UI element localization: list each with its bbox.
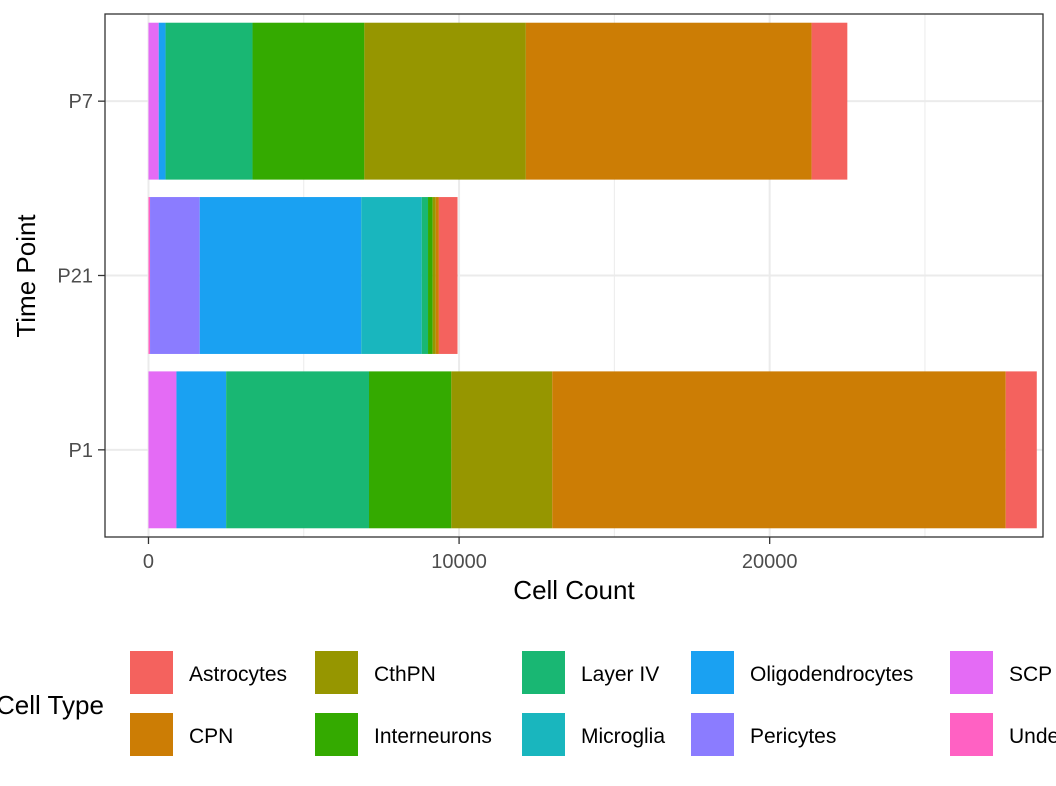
x-tick-label: 0 <box>143 551 154 573</box>
bar-segment-p21-microglia <box>361 197 422 354</box>
legend-key-cpn <box>130 713 173 756</box>
y-axis-title: Time Point <box>11 214 41 338</box>
legend-label: Astrocytes <box>189 663 287 686</box>
bar-segment-p7-scpn <box>148 22 159 180</box>
bar-segment-p1-scpn <box>148 371 177 529</box>
bar-segment-p21-layer-iv <box>421 197 429 354</box>
legend-key-interneurons <box>315 713 358 756</box>
bar-segment-p21-oligodendrocytes <box>199 197 362 354</box>
legend-label: Layer IV <box>581 663 659 686</box>
bar-segment-p7-cpn <box>525 22 812 180</box>
bar-segment-p1-interneurons <box>369 371 452 529</box>
y-tick-label: P1 <box>69 440 93 462</box>
bar-segment-p1-astrocytes <box>1005 371 1037 529</box>
legend-key-cthpn <box>315 651 358 694</box>
legend-label: Interneurons <box>374 725 492 748</box>
legend-key-layer-iv <box>522 651 565 694</box>
y-tick-label: P21 <box>57 266 93 288</box>
legend-key-astrocytes <box>130 651 173 694</box>
bar-segment-p7-interneurons <box>252 22 365 180</box>
y-tick-label: P7 <box>69 91 93 113</box>
bar-segment-p21-cpn <box>435 197 439 354</box>
legend-key-microglia <box>522 713 565 756</box>
bar-segment-p1-oligodendrocytes <box>176 371 227 529</box>
bars <box>148 22 1037 529</box>
bar-segment-p21-cthpn <box>432 197 436 354</box>
bar-segment-p21-pericytes <box>150 197 200 354</box>
legend-key-undefined <box>950 713 993 756</box>
bar-segment-p7-cthpn <box>364 22 526 180</box>
legend-label: Pericytes <box>750 725 836 748</box>
legend-key-pericytes <box>691 713 734 756</box>
legend-key-oligodendrocytes <box>691 651 734 694</box>
x-tick-label: 10000 <box>431 551 487 573</box>
bar-segment-p7-astrocytes <box>811 22 848 180</box>
bar-segment-p1-layer-iv <box>226 371 370 529</box>
bar-segment-p7-oligodendrocytes <box>158 22 166 180</box>
bar-segment-p21-interneurons <box>428 197 433 354</box>
legend: Astrocytes CPN CthPN Interneurons Layer IV Mi… <box>130 651 1056 756</box>
bar-segment-p1-cthpn <box>451 371 553 529</box>
bar-segment-p1-cpn <box>552 371 1006 529</box>
x-axis-title: Cell Count <box>513 575 635 605</box>
axes: 0 10000 20000 P1 P21 P7 <box>57 91 797 573</box>
legend-label: Oligodendrocytes <box>750 663 913 686</box>
legend-label: CPN <box>189 725 233 748</box>
bar-segment-p21-undefined <box>148 197 151 354</box>
legend-label: Microglia <box>581 725 665 748</box>
legend-key-scpn <box>950 651 993 694</box>
legend-label: SCP <box>1009 663 1052 686</box>
legend-title: Cell Type <box>0 690 104 720</box>
legend-label: CthPN <box>374 663 436 686</box>
bar-segment-p7-layer-iv <box>165 22 253 180</box>
bar-segment-p21-astrocytes <box>438 197 458 354</box>
x-tick-label: 20000 <box>742 551 798 573</box>
legend-label: Unde <box>1009 725 1056 748</box>
